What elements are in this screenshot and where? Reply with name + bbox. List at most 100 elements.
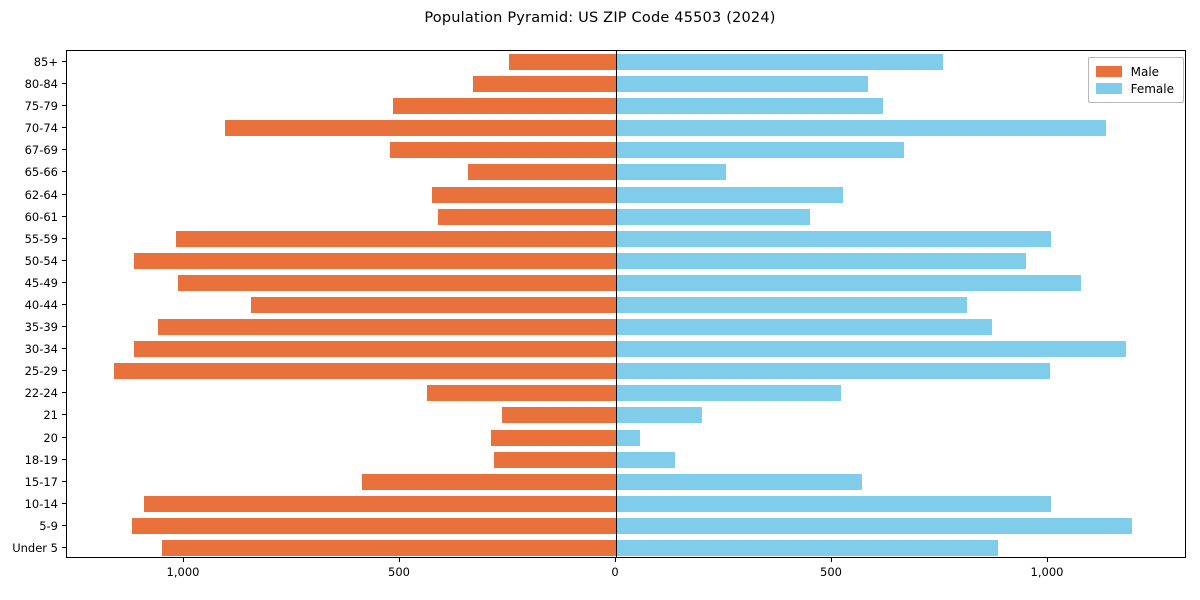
y-axis-tick <box>62 83 66 85</box>
pyramid-row <box>67 363 1185 380</box>
pyramid-row <box>67 341 1185 358</box>
y-axis-label-55-59: 55-59 <box>24 231 58 246</box>
bar-male-55-59[interactable] <box>176 230 616 247</box>
bar-female-15-17[interactable] <box>616 473 863 490</box>
chart-legend[interactable]: Male Female <box>1087 57 1184 103</box>
bar-male-15-17[interactable] <box>362 473 616 490</box>
bar-female-25-29[interactable] <box>616 363 1051 380</box>
y-axis-tick <box>62 370 66 372</box>
y-axis-label-60-61: 60-61 <box>24 209 58 224</box>
y-axis-tick <box>62 171 66 173</box>
bar-female-21[interactable] <box>616 407 703 424</box>
bar-female-85-[interactable] <box>616 54 944 71</box>
bar-male-30-34[interactable] <box>134 341 616 358</box>
pyramid-row <box>67 297 1185 313</box>
bar-female-40-44[interactable] <box>616 297 967 313</box>
x-axis-label-4: 1,000 <box>1030 565 1064 579</box>
bar-female-18-19[interactable] <box>616 451 676 468</box>
bar-female-50-54[interactable] <box>616 252 1026 269</box>
bar-female-10-14[interactable] <box>616 495 1052 512</box>
bar-female-20[interactable] <box>616 429 641 446</box>
bar-female-35-39[interactable] <box>616 319 993 336</box>
bar-female-45-49[interactable] <box>616 274 1081 291</box>
y-axis-label-5-9: 5-9 <box>39 518 58 533</box>
y-axis-label-80-84: 80-84 <box>24 77 58 92</box>
y-axis-tick <box>62 281 66 283</box>
y-axis-label-75-79: 75-79 <box>24 99 58 114</box>
y-axis-label-67-69: 67-69 <box>24 143 58 158</box>
bar-male-70-74[interactable] <box>225 120 616 137</box>
bar-male-22-24[interactable] <box>427 385 616 402</box>
pyramid-row <box>67 274 1185 291</box>
bar-female-70-74[interactable] <box>616 120 1107 137</box>
bar-male-65-66[interactable] <box>468 164 616 181</box>
bar-male-5-9[interactable] <box>132 517 616 534</box>
pyramid-row <box>67 495 1185 512</box>
bar-female-under-5[interactable] <box>616 539 998 556</box>
legend-label-male: Male <box>1130 64 1160 79</box>
bar-male-85-[interactable] <box>508 54 616 71</box>
y-axis-label-85-: 85+ <box>33 55 58 70</box>
bar-male-10-14[interactable] <box>143 495 616 512</box>
bar-male-18-19[interactable] <box>494 451 616 468</box>
bar-male-21[interactable] <box>501 407 616 424</box>
bar-female-65-66[interactable] <box>616 164 727 181</box>
bar-female-75-79[interactable] <box>616 98 883 115</box>
bar-male-35-39[interactable] <box>158 319 616 336</box>
y-axis-tick <box>62 392 66 394</box>
y-axis-tick <box>62 348 66 350</box>
x-axis-tick <box>183 558 184 562</box>
y-axis-tick <box>62 524 66 526</box>
pyramid-row <box>67 473 1185 490</box>
bar-male-67-69[interactable] <box>390 142 616 159</box>
plot-area <box>66 50 1186 558</box>
y-axis-label-35-39: 35-39 <box>24 320 58 335</box>
bar-male-under-5[interactable] <box>162 539 616 556</box>
bar-female-60-61[interactable] <box>616 208 810 225</box>
bar-male-20[interactable] <box>490 429 616 446</box>
bar-male-80-84[interactable] <box>473 76 616 93</box>
pyramid-row <box>67 429 1185 446</box>
y-axis-tick <box>62 127 66 129</box>
bar-female-55-59[interactable] <box>616 230 1052 247</box>
bar-male-60-61[interactable] <box>438 208 616 225</box>
legend-item-male: Male <box>1095 63 1174 80</box>
bar-male-50-54[interactable] <box>134 252 616 269</box>
y-axis-label-45-49: 45-49 <box>24 275 58 290</box>
y-axis-label-20: 20 <box>43 430 58 445</box>
bar-female-67-69[interactable] <box>616 142 905 159</box>
bar-female-22-24[interactable] <box>616 385 841 402</box>
pyramid-row <box>67 54 1185 71</box>
bar-female-5-9[interactable] <box>616 517 1133 534</box>
y-axis-tick <box>62 237 66 239</box>
y-axis-tick <box>62 436 66 438</box>
bar-male-40-44[interactable] <box>251 297 616 313</box>
bar-male-75-79[interactable] <box>393 98 616 115</box>
y-axis-label-21: 21 <box>43 408 58 423</box>
y-axis-label-under-5: Under 5 <box>12 540 58 555</box>
y-axis-tick <box>62 193 66 195</box>
x-axis-tick <box>1047 558 1048 562</box>
zero-axis-line <box>616 51 618 557</box>
bar-female-62-64[interactable] <box>616 186 844 203</box>
bar-female-80-84[interactable] <box>616 76 868 93</box>
y-axis-tick <box>62 105 66 107</box>
pyramid-row <box>67 98 1185 115</box>
y-axis-tick <box>62 458 66 460</box>
x-axis-label-2: 0 <box>611 565 619 579</box>
bar-female-30-34[interactable] <box>616 341 1126 358</box>
pyramid-row <box>67 451 1185 468</box>
pyramid-row <box>67 164 1185 181</box>
y-axis-label-18-19: 18-19 <box>24 452 58 467</box>
y-axis-label-40-44: 40-44 <box>24 298 58 312</box>
bar-male-62-64[interactable] <box>431 186 616 203</box>
pyramid-row <box>67 319 1185 336</box>
bar-male-25-29[interactable] <box>113 363 616 380</box>
x-axis-tick <box>615 558 616 562</box>
y-axis-tick <box>62 546 66 548</box>
bar-male-45-49[interactable] <box>177 274 616 291</box>
pyramid-row <box>67 252 1185 269</box>
y-axis-tick <box>62 61 66 63</box>
y-axis-tick <box>62 326 66 328</box>
